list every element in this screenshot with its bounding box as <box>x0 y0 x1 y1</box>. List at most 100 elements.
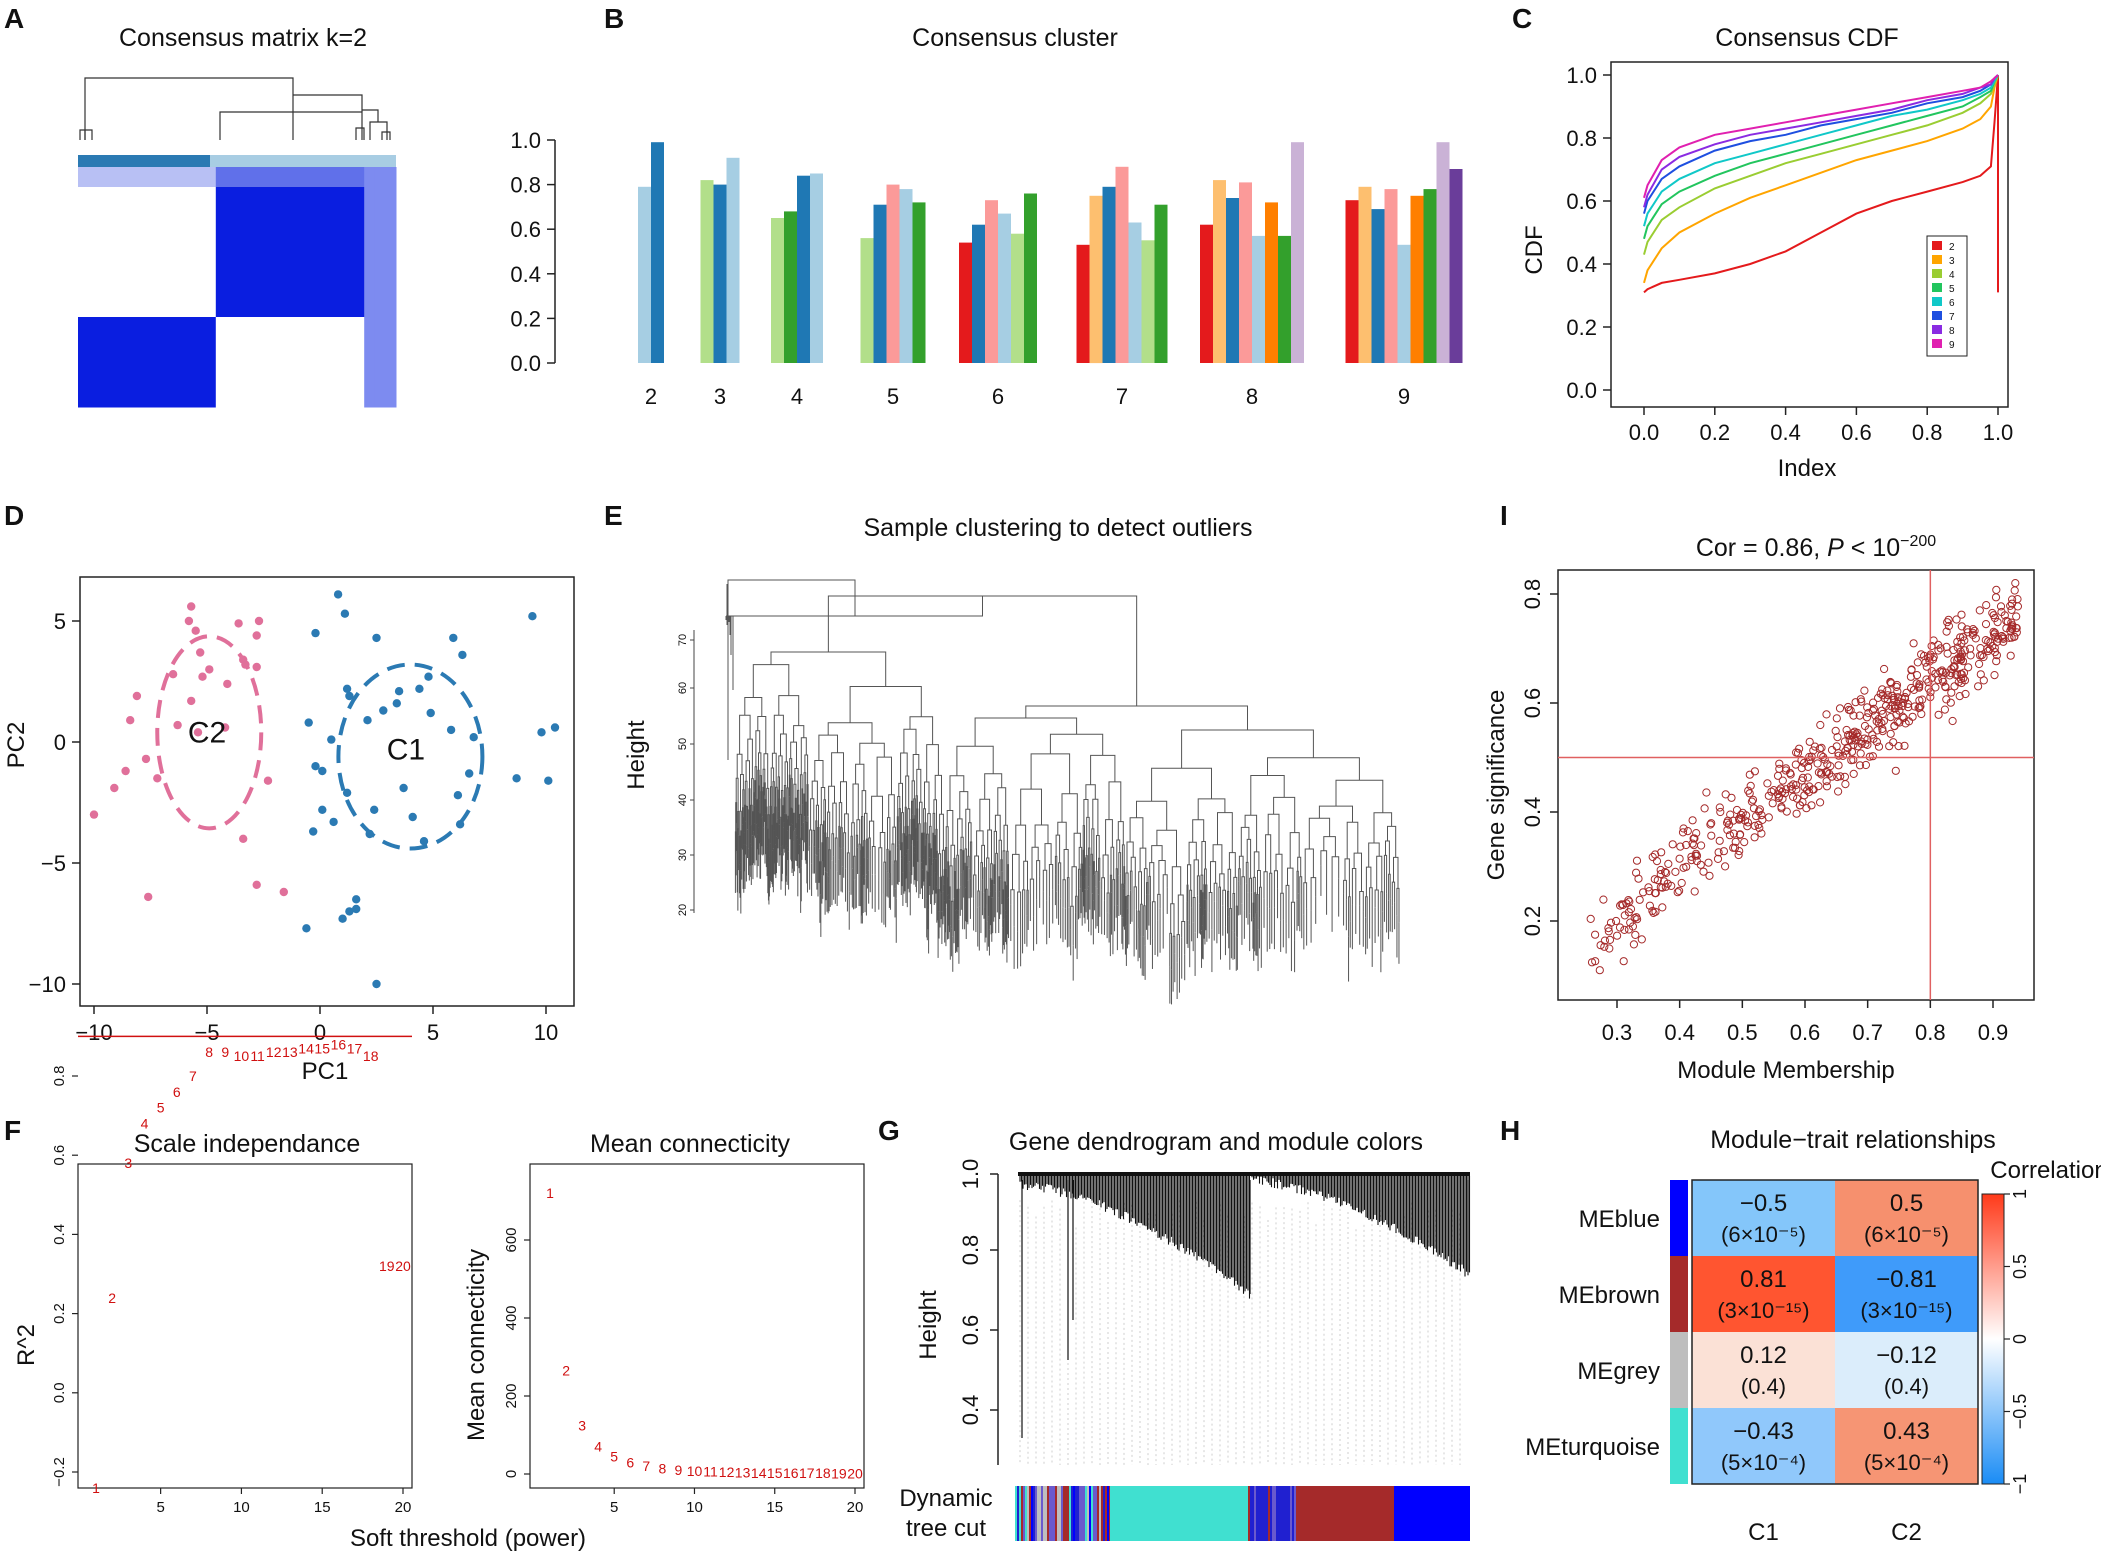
matrix-cell <box>237 367 249 378</box>
plot-frame <box>1610 61 2009 408</box>
gs-point <box>1604 927 1613 936</box>
dendrogram-branch <box>987 829 992 864</box>
gs-point <box>1645 901 1655 910</box>
dendrogram-branch <box>1385 840 1390 875</box>
matrix-cell <box>152 227 164 238</box>
pca-point-c1 <box>455 820 465 829</box>
bar <box>912 202 926 363</box>
gs-point <box>1651 889 1660 898</box>
matrix-cell <box>247 327 259 338</box>
gs-point <box>1676 842 1685 851</box>
gs-point <box>1883 686 1892 695</box>
matrix-cell <box>258 367 270 378</box>
matrix-cell <box>131 197 143 208</box>
dendrogram-branch <box>1323 836 1336 857</box>
bar <box>700 180 714 363</box>
gs-point <box>1893 687 1902 696</box>
matrix-cell <box>268 337 280 348</box>
matrix-cell <box>173 247 185 258</box>
power-label: 20 <box>395 1258 411 1274</box>
matrix-cell <box>99 357 111 368</box>
pca-point-c2 <box>252 880 261 889</box>
matrix-cell <box>311 207 323 218</box>
matrix-cell <box>374 387 386 398</box>
gs-point <box>1968 630 1978 640</box>
matrix-cell <box>300 377 312 388</box>
power-label: 14 <box>298 1040 314 1056</box>
matrix-cell <box>374 247 386 258</box>
x-tick-label: 20 <box>847 1499 864 1516</box>
matrix-cell <box>268 367 280 378</box>
matrix-cell <box>78 277 90 288</box>
matrix-cell <box>268 197 280 208</box>
matrix-cell <box>120 197 132 208</box>
matrix-cell <box>237 167 249 178</box>
dendrogram-branch <box>1083 799 1089 826</box>
matrix-cell <box>194 177 206 188</box>
module-trait-heatmap: MEblue−0.5(6×10⁻⁵)0.5(6×10⁻⁵)MEbrown0.81… <box>1525 1179 2030 1546</box>
bar <box>797 175 810 363</box>
matrix-cell <box>268 307 280 318</box>
cell-value: −0.81 <box>1876 1266 1937 1293</box>
gs-point <box>1673 888 1682 897</box>
x-tick-label: 5 <box>610 1499 618 1516</box>
dendrogram-branch <box>1156 829 1177 867</box>
gs-point <box>1904 703 1913 712</box>
gs-point <box>1836 772 1845 781</box>
matrix-cell <box>215 317 227 328</box>
matrix-cell <box>290 277 302 288</box>
matrix-cell <box>258 317 270 328</box>
bar <box>1102 186 1116 363</box>
gs-point <box>1764 791 1773 800</box>
matrix-cell <box>321 267 333 278</box>
pca-point-c1 <box>392 699 401 708</box>
matrix-cell <box>162 347 174 358</box>
gs-point <box>1675 886 1684 896</box>
dendrogram-branch <box>728 595 983 630</box>
gs-point <box>1934 646 1943 655</box>
dendrogram-branch <box>786 787 789 820</box>
matrix-cell <box>141 237 153 248</box>
matrix-cell <box>215 167 227 178</box>
pca-point-c2 <box>184 616 194 626</box>
matrix-cell <box>311 327 323 338</box>
dendrogram-branch <box>1003 824 1008 852</box>
cdf-line-3 <box>1643 74 1999 284</box>
matrix-cell <box>184 257 196 268</box>
gs-point <box>1679 824 1688 833</box>
module-color-stripe <box>1095 1486 1098 1541</box>
matrix-cell <box>88 217 100 228</box>
matrix-cell <box>162 167 174 178</box>
matrix-cell <box>99 207 111 218</box>
matrix-cell <box>353 307 365 318</box>
plot-frame <box>79 576 575 1007</box>
matrix-cell <box>205 267 217 278</box>
gs-point <box>1957 639 1966 648</box>
y-tick-label: 60 <box>677 682 689 694</box>
pca-point-c2 <box>191 626 200 635</box>
gs-point <box>1664 859 1673 869</box>
matrix-cell <box>194 357 206 368</box>
gs-point <box>1732 805 1742 815</box>
matrix-cell <box>364 197 376 208</box>
matrix-cell <box>332 357 344 368</box>
power-label: 2 <box>562 1363 570 1379</box>
matrix-cell <box>332 267 344 278</box>
power-label: 2 <box>108 1290 116 1306</box>
matrix-cell <box>364 307 376 318</box>
matrix-cell <box>152 337 164 348</box>
matrix-cell <box>311 267 323 278</box>
bar <box>1024 193 1037 363</box>
matrix-cell <box>374 397 386 408</box>
gs-point <box>1667 881 1676 891</box>
matrix-cell <box>173 397 185 408</box>
matrix-cell <box>311 307 323 318</box>
panel-d-xlabel: PC1 <box>302 1058 349 1085</box>
dendrogram-branch <box>1235 905 1238 938</box>
matrix-cell <box>226 397 238 408</box>
dendrogram-branch <box>769 805 772 844</box>
matrix-cell <box>194 317 206 328</box>
module-color-stripe <box>1079 1486 1082 1541</box>
x-tick-label: 0.5 <box>1727 1020 1758 1045</box>
gs-point <box>1715 836 1724 845</box>
